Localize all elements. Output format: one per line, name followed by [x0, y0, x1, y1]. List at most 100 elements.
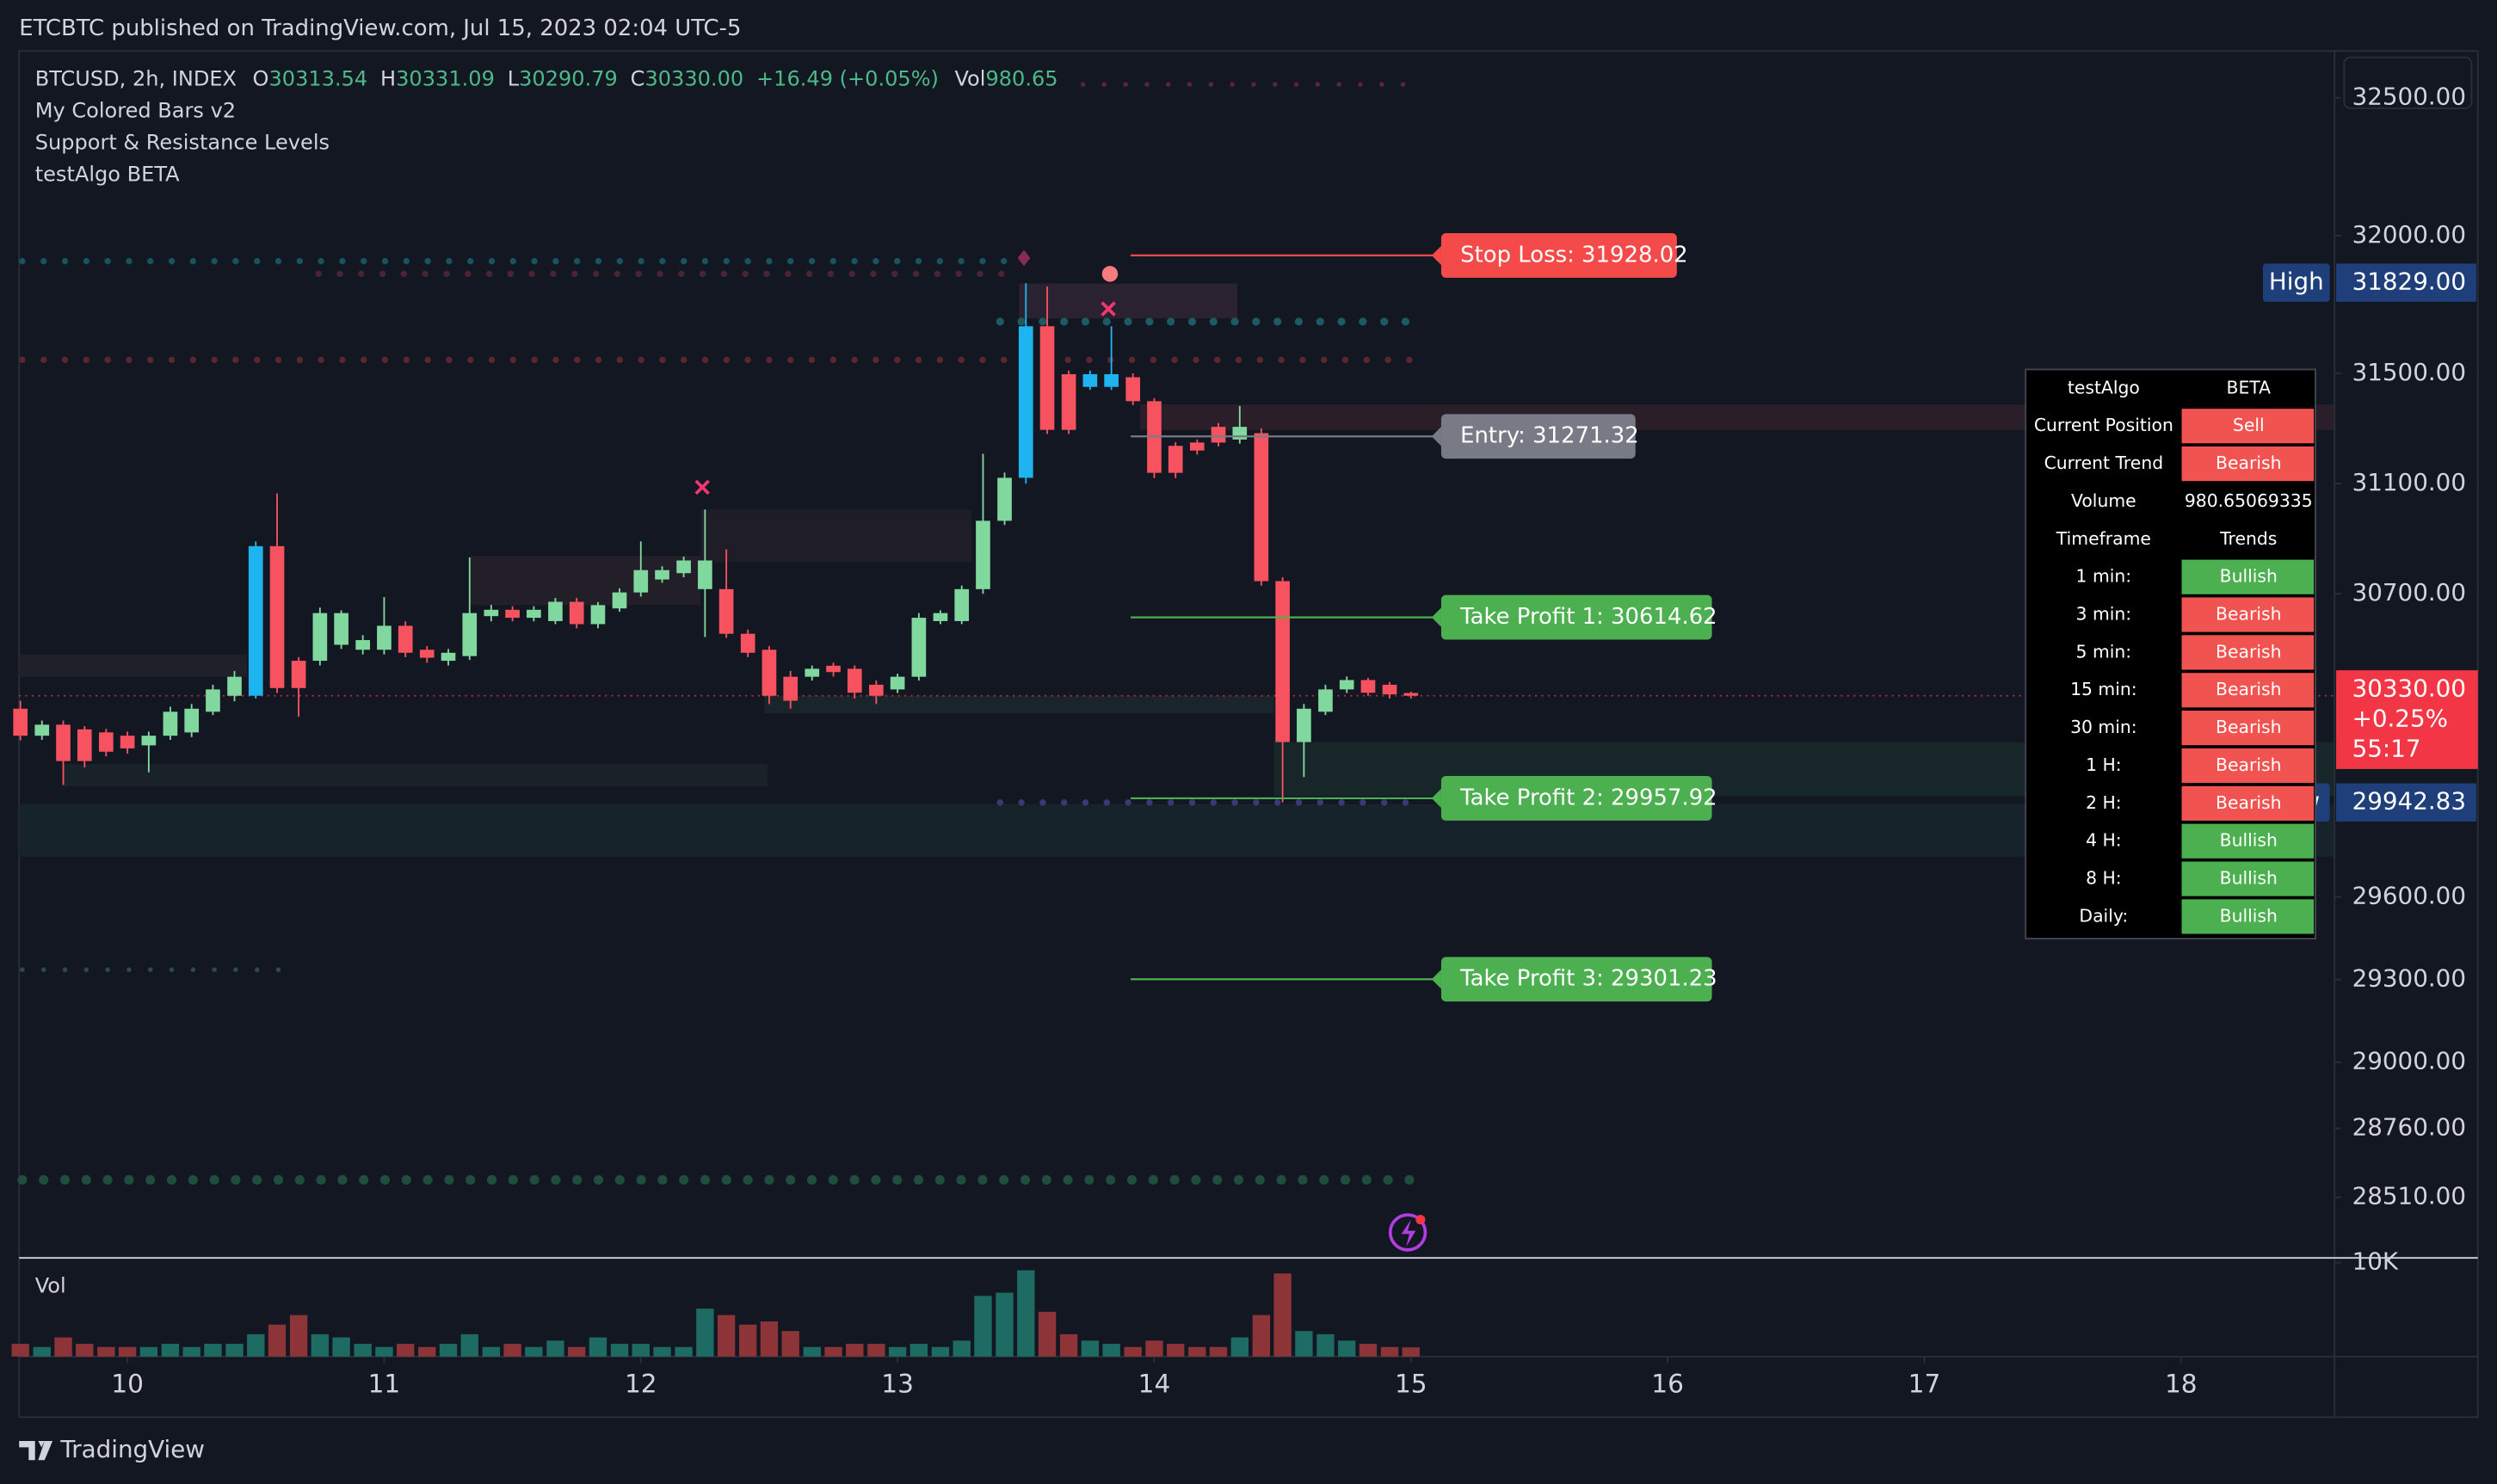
table-cell-bg	[2181, 823, 2315, 859]
volume-bar	[1102, 1344, 1120, 1357]
alert-icon	[1401, 1219, 1416, 1247]
footer-brand: TradingView	[59, 1435, 205, 1463]
table-value: Bearish	[2216, 604, 2281, 625]
table-label: 8 H:	[2086, 868, 2122, 889]
table-value: Bullish	[2220, 830, 2278, 851]
volume-bar	[1081, 1340, 1100, 1357]
table-label: 15 min:	[2070, 679, 2137, 699]
high-tag-label: High	[2269, 268, 2324, 296]
table-label: 30 min:	[2070, 717, 2137, 737]
x-tick-label: 14	[1138, 1370, 1171, 1399]
candle-body	[718, 588, 734, 634]
candle-body	[1168, 446, 1183, 473]
candle-body	[1189, 442, 1205, 451]
input-box[interactable]	[2343, 56, 2473, 109]
volume-bar	[739, 1324, 757, 1357]
candle-body	[698, 560, 712, 589]
table-label: 3 min:	[2076, 604, 2132, 625]
candle-body	[911, 618, 927, 677]
candle-body	[527, 609, 541, 619]
volume-bar	[289, 1315, 308, 1357]
level-pointer	[1431, 970, 1441, 989]
candle-body	[655, 570, 669, 580]
candle-body	[1018, 326, 1033, 478]
level-label: Take Profit 2: 29957.92	[1459, 785, 1717, 810]
volume-bar	[182, 1346, 200, 1357]
volume-bar	[1252, 1315, 1271, 1357]
candle-body	[761, 650, 777, 696]
volume-bar	[139, 1346, 158, 1357]
level-box	[1440, 414, 1636, 459]
volume-bar	[568, 1346, 586, 1357]
level-label: Take Profit 3: 29301.23	[1459, 966, 1717, 992]
candle-body	[334, 613, 348, 645]
table-value: Bullish	[2220, 868, 2278, 889]
volume-bar	[781, 1331, 799, 1357]
y-tick-label: 31500.00	[2352, 358, 2466, 386]
candle-body	[355, 640, 371, 650]
candle-body	[569, 601, 584, 625]
y-tick-label: 28510.00	[2352, 1182, 2466, 1210]
candle-body	[954, 588, 970, 621]
zone	[19, 804, 2335, 857]
diamond-marker	[1017, 249, 1031, 267]
level-label: Take Profit 1: 30614.62	[1459, 604, 1717, 630]
change: +16.49 (+0.05%)	[756, 67, 939, 91]
volume-bar	[439, 1344, 458, 1357]
volume-bar	[247, 1333, 265, 1357]
candle-body	[1382, 684, 1397, 695]
volume-bar	[1038, 1311, 1057, 1357]
level-pointer	[1431, 788, 1441, 809]
volume-bar	[525, 1346, 543, 1357]
table-label: Timeframe	[2056, 528, 2151, 549]
table-label: Current Position	[2034, 415, 2173, 435]
volume-bar	[418, 1346, 436, 1357]
vol-value: 980.65	[985, 67, 1057, 91]
volume-bar	[1380, 1346, 1399, 1357]
cross-marker	[694, 479, 710, 496]
volume-bar	[1145, 1340, 1163, 1357]
candle-body	[1211, 427, 1226, 443]
table-value: 980.65069335	[2185, 490, 2313, 511]
volume-bar	[54, 1337, 72, 1357]
volume-title: Vol	[35, 1273, 66, 1297]
high-tag	[2262, 263, 2330, 302]
table-value: Sell	[2233, 415, 2265, 435]
y-tick-label: 30700.00	[2352, 578, 2466, 607]
candle-body	[1082, 373, 1098, 387]
volume-bar	[846, 1344, 864, 1357]
table-value: Bearish	[2216, 717, 2281, 737]
volume-bar	[118, 1346, 137, 1357]
candle-body	[77, 729, 92, 761]
cross-marker	[1101, 301, 1116, 317]
level-box	[1440, 594, 1712, 640]
volume-bar	[1059, 1333, 1078, 1357]
candle-body	[1360, 680, 1376, 693]
y-tick-label: 29000.00	[2352, 1047, 2466, 1075]
y-tick-label: 29600.00	[2352, 882, 2466, 910]
table-value: Bearish	[2216, 792, 2281, 813]
countdown: 55:17	[2352, 735, 2421, 763]
volume-bar	[375, 1346, 393, 1357]
ohlc-value: 30290.79	[519, 67, 618, 91]
y-tick-label: 32500.00	[2352, 83, 2466, 111]
symbol: BTCUSD, 2h, INDEX	[35, 67, 237, 91]
volume-bar	[268, 1324, 287, 1357]
last-change: +0.25%	[2352, 705, 2448, 733]
volume-bar	[953, 1340, 971, 1357]
indicator-name: Support & Resistance Levels	[35, 131, 330, 155]
level-pointer	[1431, 245, 1441, 266]
volume-bar	[311, 1333, 330, 1357]
zones	[19, 283, 2335, 857]
table-cell-bg	[2181, 409, 2315, 444]
candle-body	[890, 676, 905, 690]
volume-bar	[1295, 1331, 1313, 1357]
candle-body	[99, 732, 114, 752]
zone	[19, 654, 247, 677]
volume-bar	[397, 1344, 415, 1357]
ohlc-key: H	[380, 67, 396, 91]
volume-bar	[696, 1309, 714, 1357]
volume-bar	[460, 1333, 478, 1357]
